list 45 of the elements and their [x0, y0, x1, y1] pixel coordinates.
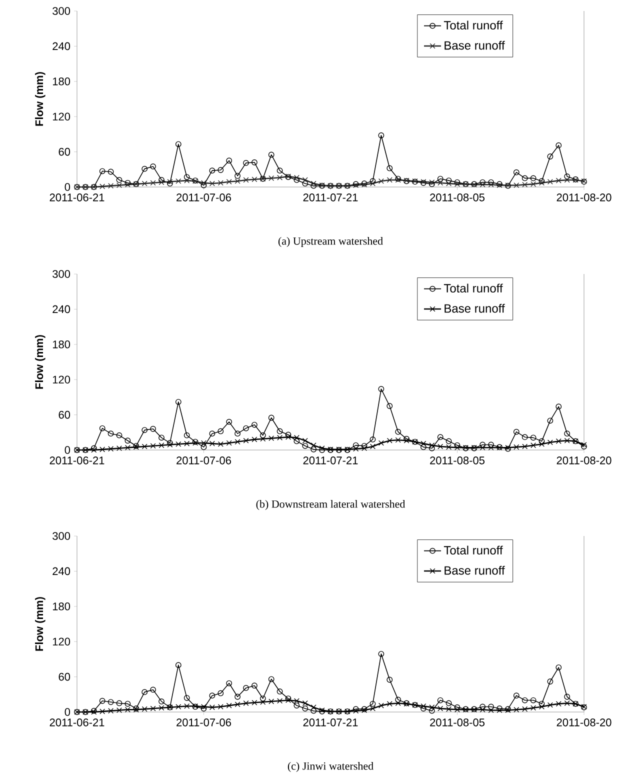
x-tick-label: 2011-08-05: [430, 456, 485, 464]
y-tick-label: 180: [52, 340, 70, 348]
y-tick-label: 60: [58, 410, 70, 419]
text: (a) Upstream watershed: [278, 237, 383, 247]
legend-label: Base runoff: [444, 566, 505, 575]
y-tick-label: 240: [52, 42, 70, 50]
y-tick-label: 120: [52, 638, 70, 646]
text: (b) Downstream lateral watershed: [256, 500, 406, 510]
y-tick-label: 180: [52, 602, 70, 610]
y-tick-label: 120: [52, 376, 70, 384]
legend-label: Base runoff: [444, 304, 505, 313]
y-tick-label: 60: [58, 148, 70, 156]
y-tick-label: 0: [64, 183, 70, 191]
x-tick-label: 2011-07-06: [176, 456, 231, 464]
x-tick-label: 2011-08-20: [556, 718, 612, 726]
legend-label: Total runoff: [444, 284, 503, 293]
x-tick-label: 2011-07-21: [303, 456, 358, 464]
y-tick-label: 300: [52, 532, 70, 540]
y-tick-label: 180: [52, 78, 70, 86]
y-tick-label: 0: [64, 446, 70, 454]
text: (c) Jinwi watershed: [288, 762, 374, 772]
x-tick-label: 2011-07-06: [176, 194, 231, 202]
x-tick-label: 2011-06-21: [50, 194, 104, 202]
y-tick-label: 300: [52, 270, 70, 278]
x-tick-label: 2011-07-21: [303, 194, 358, 202]
y-axis-title: Flow (mm): [35, 597, 46, 651]
y-axis-title: Flow (mm): [35, 72, 46, 126]
x-tick-label: 2011-07-06: [176, 718, 231, 726]
y-tick-label: 240: [52, 567, 70, 576]
x-tick-label: 2011-08-20: [556, 456, 612, 464]
x-tick-label: 2011-08-05: [430, 718, 485, 726]
y-tick-label: 300: [52, 7, 70, 15]
x-tick-label: 2011-08-05: [430, 194, 485, 202]
legend-label: Total runoff: [444, 20, 503, 30]
y-tick-label: 120: [52, 112, 70, 120]
y-tick-label: 0: [64, 708, 70, 716]
x-tick-label: 2011-07-21: [303, 718, 358, 726]
x-tick-label: 2011-06-21: [50, 718, 104, 726]
y-tick-label: 240: [52, 305, 70, 314]
legend-label: Base runoff: [444, 40, 505, 50]
y-axis-title: Flow (mm): [35, 335, 46, 389]
legend-label: Total runoff: [444, 546, 503, 555]
x-tick-label: 2011-06-21: [50, 456, 104, 464]
y-tick-label: 60: [58, 672, 70, 681]
x-tick-label: 2011-08-20: [556, 194, 612, 202]
